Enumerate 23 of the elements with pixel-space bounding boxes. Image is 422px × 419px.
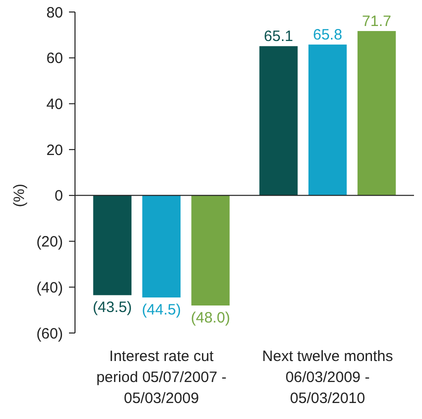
y-tick-label: 0 [54,188,63,205]
bar [191,195,230,306]
y-tick-label: (20) [36,234,63,251]
bar [308,44,347,196]
y-tick-label: (40) [36,279,63,296]
data-label: (44.5) [142,301,182,318]
data-label: (43.5) [92,299,132,316]
data-label: (48.0) [190,309,230,326]
y-tick-label: 60 [46,50,63,68]
y-axis-title: (%) [11,184,28,208]
y-tick-label: 40 [46,96,63,113]
bar [259,46,298,196]
y-tick-label: 20 [46,142,63,159]
x-tick-label: Interest rate cut period 05/07/2007 - 05/03/2009 [96,348,226,407]
x-tick-label: Next twelve months 06/03/2009 - 05/03/2010 [262,348,394,407]
data-label: 65.1 [264,28,294,46]
bar [358,31,396,196]
bar [93,195,132,296]
data-label: 71.7 [362,13,392,30]
y-tick-label: (60) [36,325,63,342]
bar [142,195,181,298]
y-tick-label: 80 [46,4,63,22]
data-label: 65.8 [312,26,342,44]
